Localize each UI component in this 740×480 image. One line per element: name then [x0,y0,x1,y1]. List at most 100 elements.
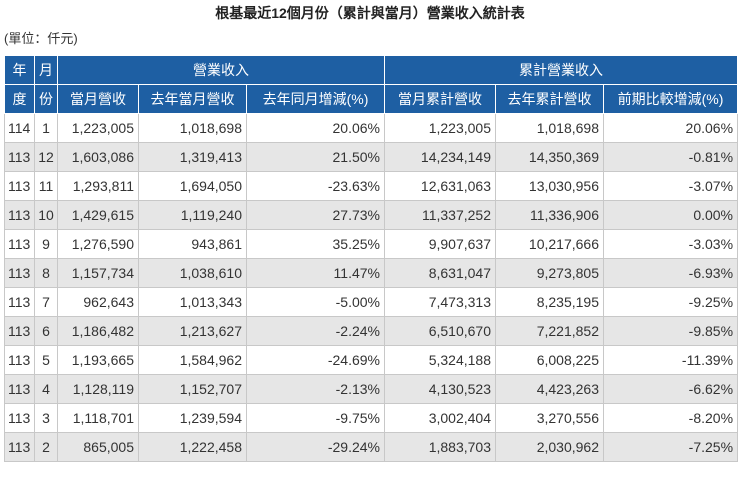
last-year-monthly-cell: 1,038,610 [138,258,247,288]
last-year-monthly-cell: 1,152,707 [138,374,247,404]
month-cell: 2 [34,432,58,462]
header-year-top: 年 [4,55,35,85]
month-cell: 1 [34,113,58,143]
header-year-bottom: 度 [4,84,35,114]
last-year-monthly-cell: 1,584,962 [138,345,247,375]
year-cell: 114 [4,113,35,143]
last-year-cumulative-cell: 8,235,195 [495,287,604,317]
cumulative-revenue-cell: 9,907,637 [384,229,496,259]
yoy-change-cell: 21.50% [246,142,385,172]
table-row: 113 3 1,118,701 1,239,594 -9.75% 3,002,4… [4,403,739,433]
last-year-cumulative-cell: 7,221,852 [495,316,604,346]
yoy-change-cell: -23.63% [246,171,385,201]
cumulative-revenue-cell: 4,130,523 [384,374,496,404]
table-row: 113 7 962,643 1,013,343 -5.00% 7,473,313… [4,287,739,317]
last-year-monthly-cell: 1,213,627 [138,316,247,346]
header-group-cumulative: 累計營業收入 [383,55,739,85]
monthly-revenue-cell: 1,186,482 [57,316,139,346]
last-year-monthly-cell: 1,239,594 [138,403,247,433]
monthly-revenue-cell: 1,193,665 [57,345,139,375]
header-month-top: 月 [34,55,58,85]
yoy-change-cell: 11.47% [246,258,385,288]
monthly-revenue-cell: 1,429,615 [57,200,139,230]
month-cell: 5 [34,345,58,375]
last-year-cumulative-cell: 2,030,962 [495,432,604,462]
table-body: 114 1 1,223,005 1,018,698 20.06% 1,223,0… [4,113,739,462]
last-year-cumulative-cell: 3,270,556 [495,403,604,433]
period-change-cell: -3.03% [602,229,739,259]
year-cell: 113 [4,229,35,259]
table-row: 114 1 1,223,005 1,018,698 20.06% 1,223,0… [4,113,739,143]
month-cell: 12 [34,142,58,172]
header-col-last-year-cumulative: 去年累計營收 [495,84,604,114]
last-year-monthly-cell: 1,319,413 [138,142,247,172]
period-change-cell: -8.20% [602,403,739,433]
cumulative-revenue-cell: 6,510,670 [384,316,496,346]
month-cell: 8 [34,258,58,288]
cumulative-revenue-cell: 1,883,703 [384,432,496,462]
year-cell: 113 [4,374,35,404]
cumulative-revenue-cell: 14,234,149 [384,142,496,172]
month-cell: 10 [34,200,58,230]
table-row: 113 11 1,293,811 1,694,050 -23.63% 12,63… [4,171,739,201]
yoy-change-cell: -29.24% [246,432,385,462]
last-year-monthly-cell: 1,013,343 [138,287,247,317]
last-year-cumulative-cell: 10,217,666 [495,229,604,259]
last-year-monthly-cell: 1,018,698 [138,113,247,143]
header-col-period-change: 前期比較增減(%) [602,84,739,114]
monthly-revenue-cell: 1,128,119 [57,374,139,404]
last-year-monthly-cell: 1,222,458 [138,432,247,462]
monthly-revenue-cell: 1,118,701 [57,403,139,433]
page-title: 根基最近12個月份（累計與當月）營業收入統計表 [215,5,525,21]
last-year-cumulative-cell: 11,336,906 [495,200,604,230]
cumulative-revenue-cell: 11,337,252 [384,200,496,230]
year-cell: 113 [4,200,35,230]
period-change-cell: -0.81% [602,142,739,172]
period-change-cell: 0.00% [602,200,739,230]
month-cell: 6 [34,316,58,346]
period-change-cell: -9.25% [602,287,739,317]
monthly-revenue-cell: 865,005 [57,432,139,462]
last-year-cumulative-cell: 6,008,225 [495,345,604,375]
month-cell: 3 [34,403,58,433]
period-change-cell: -9.85% [602,316,739,346]
last-year-cumulative-cell: 9,273,805 [495,258,604,288]
yoy-change-cell: -2.13% [246,374,385,404]
last-year-monthly-cell: 1,119,240 [138,200,247,230]
yoy-change-cell: -24.69% [246,345,385,375]
period-change-cell: -6.62% [602,374,739,404]
header-col-monthly-revenue: 當月營收 [57,84,139,114]
year-cell: 113 [4,287,35,317]
header-group-monthly: 營業收入 [57,55,385,85]
monthly-revenue-cell: 1,157,734 [57,258,139,288]
table-row: 113 2 865,005 1,222,458 -29.24% 1,883,70… [4,432,739,462]
cumulative-revenue-cell: 7,473,313 [384,287,496,317]
cumulative-revenue-cell: 5,324,188 [384,345,496,375]
last-year-cumulative-cell: 14,350,369 [495,142,604,172]
year-cell: 113 [4,258,35,288]
header-row-2: 度 份 當月營收 去年當月營收 去年同月增減(%) 當月累計營收 去年累計營收 … [4,84,739,114]
month-cell: 7 [34,287,58,317]
header-col-yoy-change: 去年同月增減(%) [246,84,385,114]
year-cell: 113 [4,403,35,433]
table-row: 113 4 1,128,119 1,152,707 -2.13% 4,130,5… [4,374,739,404]
period-change-cell: -11.39% [602,345,739,375]
header-col-last-year-monthly: 去年當月營收 [138,84,247,114]
last-year-cumulative-cell: 13,030,956 [495,171,604,201]
table-row: 113 12 1,603,086 1,319,413 21.50% 14,234… [4,142,739,172]
yoy-change-cell: 35.25% [246,229,385,259]
year-cell: 113 [4,142,35,172]
period-change-cell: -6.93% [602,258,739,288]
cumulative-revenue-cell: 8,631,047 [384,258,496,288]
cumulative-revenue-cell: 3,002,404 [384,403,496,433]
last-year-cumulative-cell: 1,018,698 [495,113,604,143]
yoy-change-cell: 20.06% [246,113,385,143]
cumulative-revenue-cell: 1,223,005 [384,113,496,143]
header-row-1: 年 月 營業收入 累計營業收入 [4,55,739,85]
table-row: 113 10 1,429,615 1,119,240 27.73% 11,337… [4,200,739,230]
month-cell: 9 [34,229,58,259]
yoy-change-cell: -9.75% [246,403,385,433]
header-month-bottom: 份 [34,84,58,114]
yoy-change-cell: -5.00% [246,287,385,317]
table-row: 113 5 1,193,665 1,584,962 -24.69% 5,324,… [4,345,739,375]
